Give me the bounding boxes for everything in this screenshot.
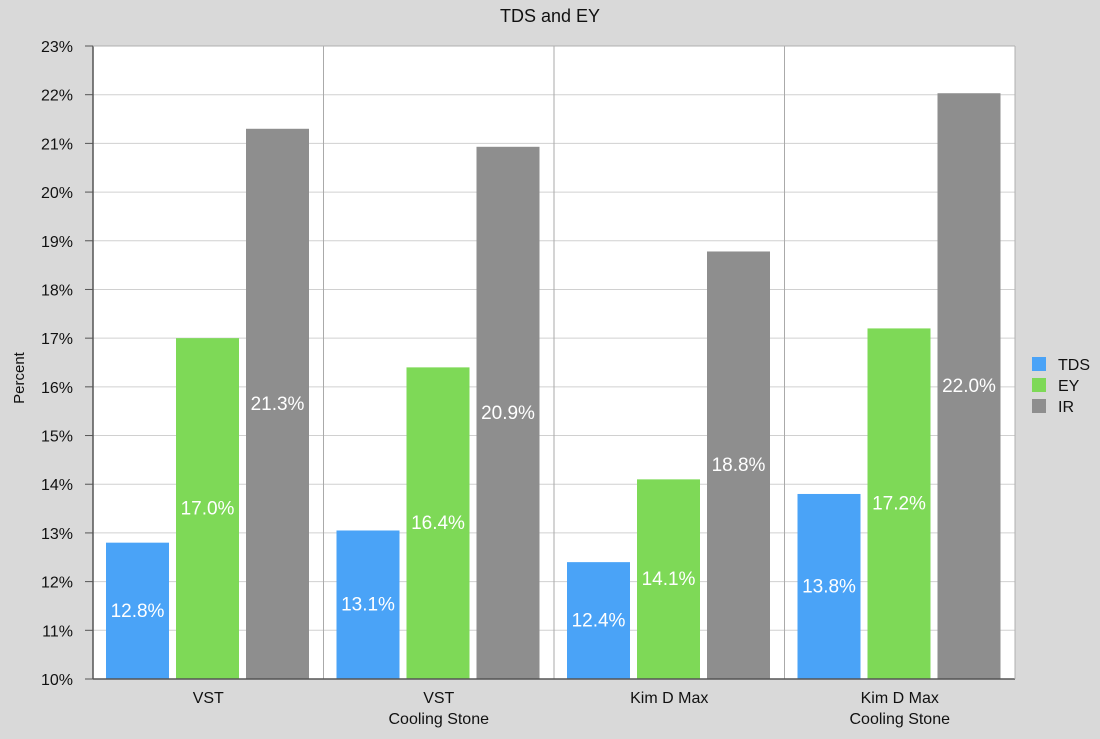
y-axis-label: Percent xyxy=(11,351,28,404)
legend-label-ey: EY xyxy=(1058,378,1080,395)
x-tick-label-line: Kim D Max xyxy=(630,690,708,707)
y-tick-label: 11% xyxy=(42,623,73,640)
data-label: 21.3% xyxy=(251,394,305,415)
data-label: 17.2% xyxy=(872,494,926,515)
bars xyxy=(106,93,1001,679)
y-tick-label: 13% xyxy=(41,526,73,543)
y-tick-label: 23% xyxy=(41,39,73,56)
y-tick-labels: 10% 11% 12% 13% 14% 15% 16% 17% 18% 19% 20% 21% 22% 2… xyxy=(41,39,73,689)
data-label: 17.0% xyxy=(181,499,235,520)
bar-ey xyxy=(867,328,931,679)
x-tick-label: VST xyxy=(193,690,224,707)
bar-tds xyxy=(567,562,630,679)
bar-ir xyxy=(937,93,1001,679)
legend-swatch-ey xyxy=(1032,378,1046,392)
bar-ey xyxy=(637,479,700,679)
category-dividers xyxy=(323,46,785,679)
x-tick-labels: VST VST Cooling Stone Kim D Max Kim D Max Coo… xyxy=(193,690,950,728)
data-label: 14.1% xyxy=(642,569,696,590)
bar-tds xyxy=(336,530,400,679)
bar-ey xyxy=(176,338,239,679)
bar-tds xyxy=(106,542,169,679)
x-tick-label-line: Kim D Max xyxy=(861,690,939,707)
y-tick-label: 15% xyxy=(41,429,73,446)
y-tick-label: 12% xyxy=(41,575,73,592)
data-label: 18.8% xyxy=(712,455,766,476)
y-tick-label: 16% xyxy=(41,380,73,397)
legend-label-tds: TDS xyxy=(1058,357,1090,374)
y-tick-label: 22% xyxy=(41,88,73,105)
bar-tds xyxy=(797,493,861,679)
y-tick-label: 17% xyxy=(41,331,73,348)
legend-label-ir: IR xyxy=(1058,399,1074,416)
x-tick-label-line: Cooling Stone xyxy=(388,711,489,728)
legend-swatch-ir xyxy=(1032,399,1046,413)
y-tick-label: 14% xyxy=(41,477,73,494)
y-tick-label: 20% xyxy=(41,185,73,202)
data-labels: 12.8% 13.1% 12.4% 13.8% 17.0% 16.4% 14.1% 17.2%… xyxy=(111,376,996,631)
data-label: 13.8% xyxy=(802,576,856,597)
x-tick-label-line: VST xyxy=(423,690,454,707)
x-tick-label: Kim D Max Cooling Stone xyxy=(849,690,950,728)
bar-ir xyxy=(246,128,309,679)
data-label: 22.0% xyxy=(942,376,996,397)
bar-ir xyxy=(476,146,540,679)
bar-ir xyxy=(707,251,770,679)
x-tick-label: VST Cooling Stone xyxy=(388,690,489,728)
axes xyxy=(85,45,1016,680)
bar-ey xyxy=(406,367,470,679)
data-label: 16.4% xyxy=(411,513,465,534)
x-tick-label-line: Cooling Stone xyxy=(849,711,950,728)
chart-title: TDS and EY xyxy=(500,6,600,26)
y-tick-label: 19% xyxy=(41,234,73,251)
y-tick-label: 10% xyxy=(41,672,73,689)
data-label: 12.8% xyxy=(111,601,165,622)
data-label: 12.4% xyxy=(572,611,626,632)
legend-swatch-tds xyxy=(1032,357,1046,371)
data-label: 20.9% xyxy=(481,403,535,424)
legend: TDS EY IR xyxy=(1032,357,1090,416)
x-tick-label: Kim D Max xyxy=(630,690,708,707)
x-tick-label-line: VST xyxy=(193,690,224,707)
y-tick-label: 21% xyxy=(41,136,73,153)
data-label: 13.1% xyxy=(341,595,395,616)
y-tick-label: 18% xyxy=(41,282,73,299)
